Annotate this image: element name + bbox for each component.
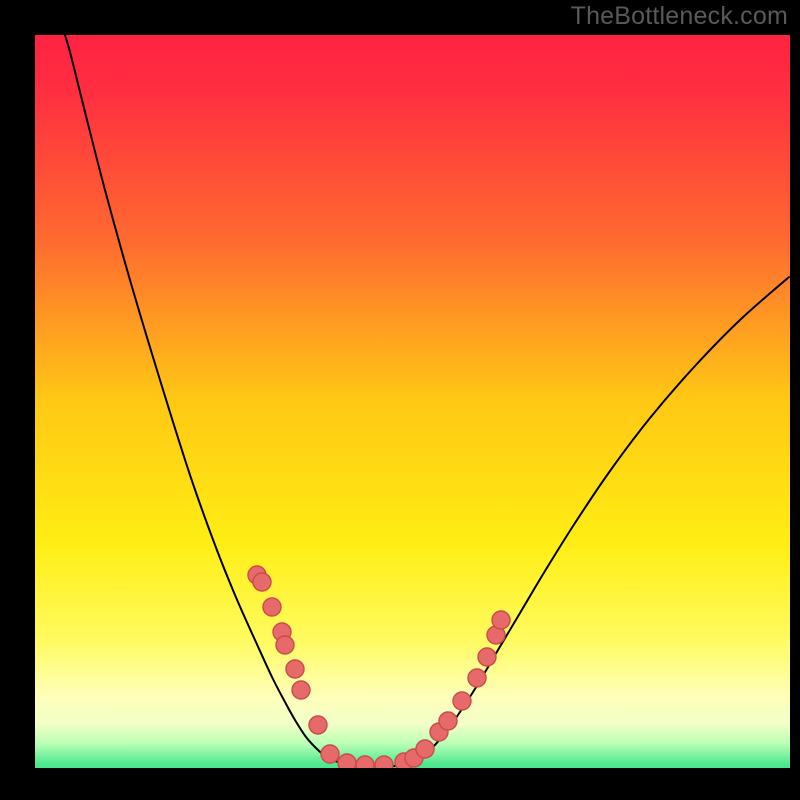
data-dot	[468, 669, 486, 687]
data-dot	[276, 636, 294, 654]
data-dot	[492, 611, 510, 629]
data-dots	[248, 566, 510, 774]
data-dot	[439, 712, 457, 730]
data-dot	[453, 692, 471, 710]
data-dot	[263, 598, 281, 616]
frame-border-right	[790, 0, 800, 800]
plot-layer	[0, 0, 800, 800]
data-dot	[309, 716, 327, 734]
frame-border-bottom	[0, 768, 800, 800]
data-dot	[416, 740, 434, 758]
data-dot	[478, 648, 496, 666]
v-curve	[62, 26, 789, 766]
data-dot	[253, 573, 271, 591]
chart-stage: TheBottleneck.com	[0, 0, 800, 800]
data-dot	[286, 660, 304, 678]
data-dot	[321, 745, 339, 763]
watermark-text: TheBottleneck.com	[571, 2, 788, 31]
data-dot	[292, 681, 310, 699]
frame-border-left	[0, 0, 35, 800]
